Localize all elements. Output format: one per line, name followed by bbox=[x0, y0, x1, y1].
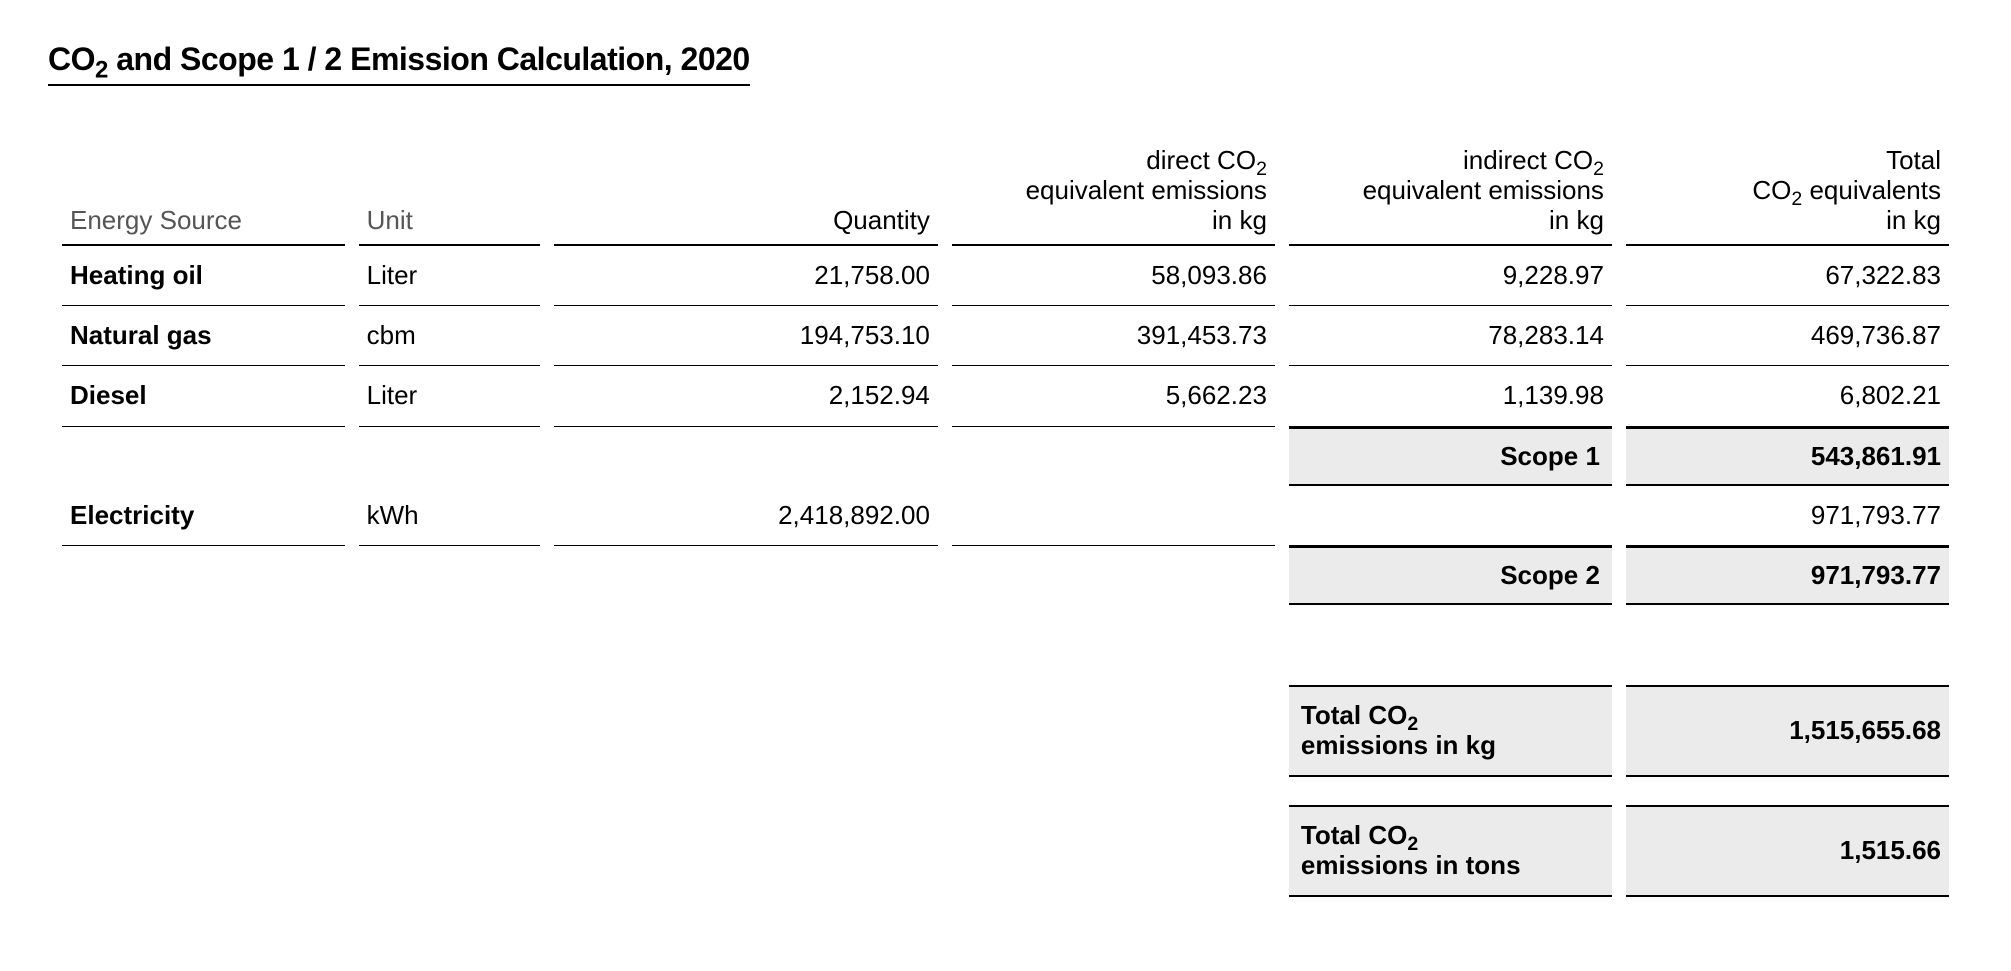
cell-quantity: 2,418,892.00 bbox=[554, 486, 938, 546]
grand-total-kg-row: Total CO2emissions in kg 1,515,655.68 bbox=[62, 685, 1949, 777]
scope2-row: Scope 2 971,793.77 bbox=[62, 546, 1949, 605]
scope2-value: 971,793.77 bbox=[1626, 546, 1949, 605]
cell-quantity: 2,152.94 bbox=[554, 366, 938, 426]
blank-cell bbox=[62, 685, 1275, 777]
page-title: CO2 and Scope 1 / 2 Emission Calculation… bbox=[48, 40, 750, 86]
grand-total-tons-value: 1,515.66 bbox=[1626, 805, 1949, 897]
cell-unit: cbm bbox=[359, 306, 541, 366]
grand-total-kg-label: Total CO2emissions in kg bbox=[1289, 685, 1612, 777]
table-row-electricity: Electricity kWh 2,418,892.00 971,793.77 bbox=[62, 486, 1949, 546]
scope1-row: Scope 1 543,861.91 bbox=[62, 427, 1949, 486]
cell-total: 6,802.21 bbox=[1626, 366, 1949, 426]
cell-total: 971,793.77 bbox=[1626, 486, 1949, 546]
col-quantity: Quantity bbox=[554, 146, 938, 246]
emissions-table: Energy Source Unit Quantity direct CO2eq… bbox=[48, 146, 1963, 896]
table-header-row: Energy Source Unit Quantity direct CO2eq… bbox=[62, 146, 1949, 246]
cell-indirect bbox=[1289, 486, 1612, 546]
grand-total-tons-row: Total CO2emissions in tons 1,515.66 bbox=[62, 805, 1949, 897]
gap-row bbox=[62, 777, 1949, 805]
table-row: Natural gas cbm 194,753.10 391,453.73 78… bbox=[62, 306, 1949, 366]
col-direct: direct CO2equivalent emissionsin kg bbox=[952, 146, 1275, 246]
cell-indirect: 1,139.98 bbox=[1289, 366, 1612, 426]
cell-unit: Liter bbox=[359, 246, 541, 306]
table-body: Heating oil Liter 21,758.00 58,093.86 9,… bbox=[62, 246, 1949, 897]
grand-total-tons-label: Total CO2emissions in tons bbox=[1289, 805, 1612, 897]
blank-cell bbox=[62, 546, 1275, 605]
cell-total: 469,736.87 bbox=[1626, 306, 1949, 366]
col-unit: Unit bbox=[359, 146, 541, 246]
cell-unit: Liter bbox=[359, 366, 541, 426]
cell-quantity: 21,758.00 bbox=[554, 246, 938, 306]
cell-source: Electricity bbox=[62, 486, 345, 546]
blank-cell bbox=[62, 805, 1275, 897]
cell-direct bbox=[952, 486, 1275, 546]
cell-total: 67,322.83 bbox=[1626, 246, 1949, 306]
blank-cell bbox=[62, 427, 1275, 486]
table-row: Heating oil Liter 21,758.00 58,093.86 9,… bbox=[62, 246, 1949, 306]
table-row: Diesel Liter 2,152.94 5,662.23 1,139.98 … bbox=[62, 366, 1949, 426]
col-indirect: indirect CO2equivalent emissionsin kg bbox=[1289, 146, 1612, 246]
cell-indirect: 78,283.14 bbox=[1289, 306, 1612, 366]
cell-quantity: 194,753.10 bbox=[554, 306, 938, 366]
scope1-value: 543,861.91 bbox=[1626, 427, 1949, 486]
cell-direct: 5,662.23 bbox=[952, 366, 1275, 426]
col-energy-source: Energy Source bbox=[62, 146, 345, 246]
cell-source: Heating oil bbox=[62, 246, 345, 306]
spacer-row bbox=[62, 605, 1949, 685]
cell-direct: 58,093.86 bbox=[952, 246, 1275, 306]
cell-unit: kWh bbox=[359, 486, 541, 546]
scope2-label: Scope 2 bbox=[1289, 546, 1612, 605]
scope1-label: Scope 1 bbox=[1289, 427, 1612, 486]
cell-source: Diesel bbox=[62, 366, 345, 426]
cell-indirect: 9,228.97 bbox=[1289, 246, 1612, 306]
cell-direct: 391,453.73 bbox=[952, 306, 1275, 366]
cell-source: Natural gas bbox=[62, 306, 345, 366]
col-total: TotalCO2 equivalentsin kg bbox=[1626, 146, 1949, 246]
grand-total-kg-value: 1,515,655.68 bbox=[1626, 685, 1949, 777]
